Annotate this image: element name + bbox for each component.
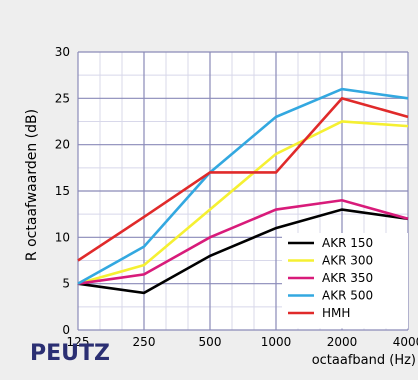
y-axis-ticks: 0 5 10 15 20 25 30 <box>55 45 70 337</box>
series-line-hmh <box>77 96 409 262</box>
legend-label: AKR 150 <box>322 236 373 250</box>
legend-label: AKR 350 <box>322 271 373 285</box>
x-axis-label: octaafband (Hz) <box>312 353 416 368</box>
y-tick-label: 25 <box>55 91 70 105</box>
y-tick-label: 10 <box>55 230 70 244</box>
y-axis-label: R octaafwaarden (dB) <box>24 109 40 261</box>
peutz-logo: PEUTZ <box>30 341 110 366</box>
x-tick-label: 1000 <box>261 335 292 349</box>
series-line-akr-500 <box>77 87 409 285</box>
x-axis-ticks: 125 250 500 1000 2000 4000 <box>67 335 418 349</box>
y-tick-label: 20 <box>55 138 70 152</box>
y-tick-label: 30 <box>55 45 70 59</box>
x-tick-label: 250 <box>133 335 156 349</box>
x-tick-label: 4000 <box>393 335 418 349</box>
y-tick-label: 0 <box>62 323 70 337</box>
legend-label: AKR 300 <box>322 254 373 268</box>
x-tick-label: 500 <box>199 335 222 349</box>
y-tick-label: 5 <box>62 277 70 291</box>
series-line-akr-350 <box>77 198 409 285</box>
series-line-akr-300 <box>77 120 409 285</box>
series-line-akr-150 <box>77 208 409 295</box>
legend-label: AKR 500 <box>322 289 373 303</box>
y-tick-label: 15 <box>55 184 70 198</box>
legend-label: HMH <box>322 306 350 320</box>
x-tick-label: 125 <box>67 335 90 349</box>
series-lines <box>77 87 409 295</box>
legend: AKR 150 AKR 300 AKR 350 AKR 500 HMH <box>282 233 408 329</box>
x-tick-label: 2000 <box>327 335 358 349</box>
